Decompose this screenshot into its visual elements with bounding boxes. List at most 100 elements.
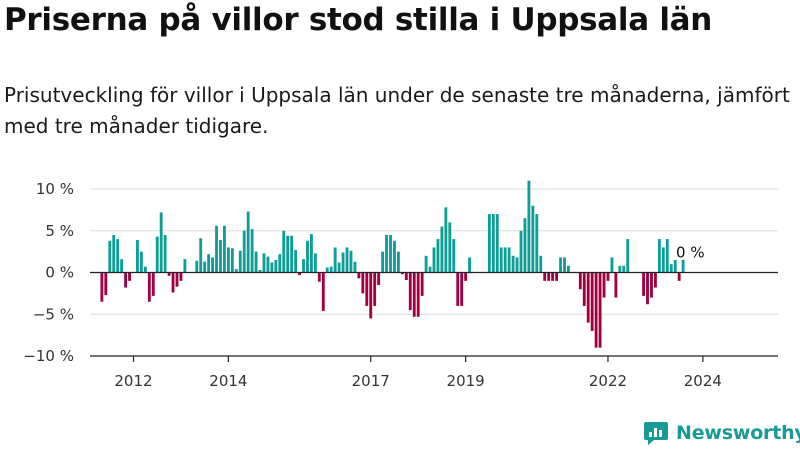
x-tick-label: 2012 bbox=[114, 372, 152, 390]
bar bbox=[226, 247, 230, 273]
bar bbox=[337, 262, 341, 273]
bar bbox=[657, 239, 661, 273]
bar bbox=[677, 272, 681, 281]
bar bbox=[563, 257, 566, 273]
newsworthy-logo-text: Newsworthy bbox=[676, 422, 800, 444]
bar bbox=[495, 214, 499, 273]
bar bbox=[203, 261, 207, 273]
bar bbox=[250, 229, 254, 273]
bar bbox=[539, 255, 543, 273]
bar bbox=[104, 272, 108, 296]
bar bbox=[519, 230, 523, 273]
bar bbox=[262, 253, 266, 273]
bar bbox=[681, 259, 685, 273]
bar bbox=[543, 272, 547, 281]
bar bbox=[602, 272, 606, 298]
bar bbox=[215, 225, 218, 273]
bar bbox=[416, 272, 420, 317]
bar bbox=[460, 272, 464, 306]
bar bbox=[286, 235, 290, 273]
bar bbox=[408, 272, 412, 311]
bar bbox=[317, 272, 321, 282]
bar bbox=[646, 272, 649, 305]
bar bbox=[448, 222, 452, 273]
bar bbox=[373, 272, 377, 306]
bar bbox=[171, 272, 175, 293]
bar bbox=[420, 272, 424, 296]
bar bbox=[452, 239, 456, 273]
bar bbox=[321, 272, 325, 311]
newsworthy-logo: Newsworthy bbox=[643, 419, 800, 447]
bar bbox=[151, 272, 155, 296]
bar bbox=[234, 269, 238, 273]
x-tick-label: 2024 bbox=[684, 372, 722, 390]
bar bbox=[547, 272, 551, 281]
y-tick-label: 5 % bbox=[45, 222, 74, 240]
bar bbox=[143, 266, 147, 273]
bar bbox=[464, 272, 468, 281]
chart-title: Priserna på villor stod stilla i Uppsala… bbox=[4, 2, 713, 38]
bar bbox=[155, 236, 159, 273]
bar bbox=[195, 260, 199, 273]
bar bbox=[424, 255, 428, 273]
newsworthy-logo-icon bbox=[644, 422, 668, 445]
bar bbox=[349, 250, 353, 273]
bar bbox=[385, 234, 388, 273]
bar bbox=[298, 272, 301, 275]
bar bbox=[128, 272, 131, 281]
bar bbox=[329, 266, 333, 273]
bar bbox=[531, 205, 535, 273]
bar bbox=[211, 257, 214, 273]
bar bbox=[254, 251, 258, 273]
bar bbox=[499, 247, 503, 273]
bar bbox=[159, 212, 163, 273]
bar bbox=[163, 234, 167, 273]
bar bbox=[511, 255, 515, 273]
bar bbox=[527, 180, 531, 273]
bar bbox=[266, 256, 270, 273]
bar bbox=[578, 272, 582, 290]
bar bbox=[503, 247, 507, 273]
bar bbox=[389, 234, 392, 273]
bar bbox=[302, 259, 305, 273]
bar bbox=[333, 247, 337, 273]
bar bbox=[436, 239, 440, 273]
bar bbox=[238, 250, 242, 273]
bar bbox=[598, 272, 602, 348]
bar bbox=[246, 211, 250, 273]
bar bbox=[487, 214, 491, 273]
bar bbox=[523, 218, 527, 273]
bar bbox=[274, 259, 278, 273]
bar bbox=[535, 214, 539, 273]
bar bbox=[582, 272, 586, 306]
end-value-label: 0 % bbox=[676, 244, 705, 262]
bar bbox=[393, 240, 396, 273]
x-tick-label: 2019 bbox=[447, 372, 485, 390]
bar bbox=[310, 234, 313, 273]
bar bbox=[377, 272, 381, 286]
y-tick-label: −5 % bbox=[33, 305, 74, 323]
bar bbox=[124, 272, 128, 288]
bar bbox=[468, 257, 472, 273]
bar bbox=[313, 253, 317, 273]
bar bbox=[345, 247, 349, 273]
x-tick-label: 2017 bbox=[352, 372, 390, 390]
bar bbox=[282, 230, 286, 273]
bar bbox=[606, 272, 610, 281]
y-tick-label: 10 % bbox=[36, 180, 74, 198]
y-tick-label: −10 % bbox=[23, 347, 74, 365]
x-tick-label: 2014 bbox=[209, 372, 247, 390]
bar bbox=[507, 247, 511, 273]
bar bbox=[365, 272, 369, 306]
bar bbox=[290, 235, 294, 273]
bar bbox=[175, 272, 179, 287]
bar bbox=[167, 272, 171, 276]
bar bbox=[586, 272, 590, 323]
bar bbox=[622, 265, 626, 273]
bar bbox=[400, 272, 404, 275]
bar bbox=[108, 240, 112, 273]
bar bbox=[551, 272, 555, 281]
bar bbox=[306, 240, 309, 273]
bar bbox=[456, 272, 460, 306]
